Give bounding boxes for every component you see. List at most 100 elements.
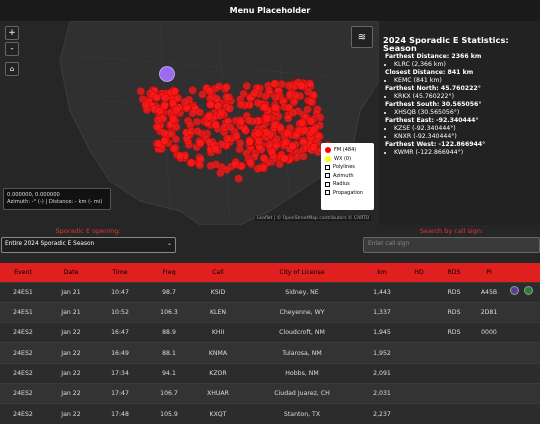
stat-item: KZSE (-92.340444°) <box>394 125 540 133</box>
zoom-in[interactable]: + <box>5 26 19 40</box>
stat-item: KRKX (45.760222°) <box>394 93 540 101</box>
stat-list: KLRC (2,366 km) <box>383 61 540 69</box>
station-dot <box>136 87 146 96</box>
cell: 106.7 <box>144 382 194 404</box>
cell: 24ES1 <box>0 301 46 323</box>
zoom-out[interactable]: - <box>5 42 19 56</box>
station-dot <box>309 125 318 135</box>
cell: 105.9 <box>144 403 194 424</box>
station-dot <box>212 94 221 104</box>
station-dot <box>309 142 319 152</box>
cell <box>436 362 472 384</box>
station-dot <box>245 137 255 146</box>
cell: 10:47 <box>96 281 144 303</box>
station-dot <box>198 90 207 99</box>
station-dot <box>175 151 185 160</box>
cell <box>436 342 472 364</box>
cell <box>506 403 540 424</box>
stat-item: KEMC (841 km) <box>394 77 540 85</box>
cell <box>472 403 506 424</box>
station-dot <box>296 81 306 90</box>
stat-label: Farthest West: -122.866944° <box>385 141 486 148</box>
station-dot <box>299 152 308 161</box>
station-dot <box>234 174 243 183</box>
station-dot <box>160 136 169 146</box>
cell: 16:49 <box>96 342 144 364</box>
stat-label: Farthest South: 30.565056° <box>385 101 482 108</box>
station-dot <box>277 80 287 89</box>
stat-item: XHSQB (30.565056°) <box>394 109 540 117</box>
station-dot <box>169 115 178 124</box>
station-dot <box>306 117 316 126</box>
cell <box>472 382 506 404</box>
cell <box>402 322 436 343</box>
attribution: Leaflet | © OpenStreetMap contributors ©… <box>255 216 372 221</box>
cell: Jan 22 <box>46 403 96 424</box>
station-dot <box>204 112 214 121</box>
station-dot <box>236 117 246 127</box>
opening-select[interactable]: Entire 2024 Sporadic E Season ⌄ <box>1 237 176 253</box>
cell: Jan 22 <box>46 342 96 364</box>
station-dot <box>303 87 313 97</box>
cell: KLEN <box>194 301 242 323</box>
legend-wx: WX (0) <box>334 155 352 162</box>
stat-label: Farthest Distance: 2366 km <box>385 53 482 60</box>
checkbox-row: Radius <box>325 180 370 189</box>
page: {"header":{"title":"Menu Placeholder"}, … <box>0 0 540 405</box>
home-button[interactable]: ⌂ <box>5 62 19 76</box>
table-row: 24ES2 Jan 22 16:47 88.9 KHII Cloudcroft, NM 1,… <box>0 322 540 343</box>
cell: 2D81 <box>472 301 506 323</box>
station-dot <box>193 127 202 136</box>
cell: 24ES2 <box>0 322 46 343</box>
station-dot <box>192 117 202 127</box>
cell: Jan 22 <box>46 322 96 343</box>
checkbox[interactable] <box>325 164 330 170</box>
cell <box>472 342 506 364</box>
checkbox-label: Propagation <box>333 189 363 196</box>
column-header: km <box>362 263 402 282</box>
layers-button[interactable]: ≋ <box>351 26 373 48</box>
stat-label: Closest Distance: 841 km <box>385 69 474 76</box>
checkbox[interactable] <box>325 173 330 179</box>
cell <box>402 342 436 364</box>
cell: RDS <box>436 322 472 343</box>
station-dot <box>315 113 325 122</box>
column-header: Freq <box>144 263 194 282</box>
cell: Ciudad Juarez, CH <box>242 382 362 404</box>
station-dot <box>226 123 235 132</box>
station-dot <box>171 135 181 144</box>
stat-list: KZSE (-92.340444°)KNXR (-92.340444°) <box>383 125 540 141</box>
cell <box>506 301 540 323</box>
azimuth: Azimuth: -° (-) | Distance: - km (- mi) <box>7 199 103 205</box>
checkbox[interactable] <box>325 190 330 196</box>
cell: 10:52 <box>96 301 144 323</box>
cell: 106.3 <box>144 301 194 323</box>
station-dot <box>172 122 181 132</box>
opening-value: Entire 2024 Sporadic E Season <box>5 241 95 247</box>
cell <box>436 403 472 424</box>
stat-label: Farthest East: -92.340444° <box>385 117 479 124</box>
checkbox[interactable] <box>325 181 330 187</box>
home-marker[interactable] <box>159 66 175 82</box>
stat-list: KWMR (-122.866944°) <box>383 149 540 157</box>
cell: Stanton, TX <box>242 403 362 424</box>
cell <box>506 342 540 364</box>
icon-green[interactable] <box>524 286 533 295</box>
stat-label: Farthest North: 45.760222° <box>385 85 481 92</box>
icon-purple[interactable] <box>510 286 519 295</box>
station-dot <box>275 159 284 169</box>
station-dot <box>205 86 214 96</box>
station-dot <box>167 129 177 138</box>
station-dot <box>253 98 262 108</box>
stat-list: KEMC (841 km) <box>383 77 540 85</box>
search-input[interactable]: Enter call sign <box>363 237 540 253</box>
cell: KNMA <box>194 342 242 364</box>
station-dot <box>244 116 254 125</box>
station-dot <box>271 93 280 102</box>
station-dot <box>288 141 297 151</box>
cell: 1,945 <box>362 322 402 343</box>
table-row: 24ES2 Jan 22 17:34 94.1 KZOR Hobbs, NM 2,091 <box>0 362 540 384</box>
cell: 0000 <box>472 322 506 343</box>
column-header: Time <box>96 263 144 282</box>
station-dot <box>217 108 226 117</box>
